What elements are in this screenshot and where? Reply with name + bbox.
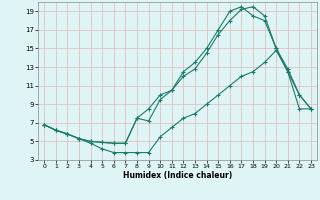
X-axis label: Humidex (Indice chaleur): Humidex (Indice chaleur) bbox=[123, 171, 232, 180]
